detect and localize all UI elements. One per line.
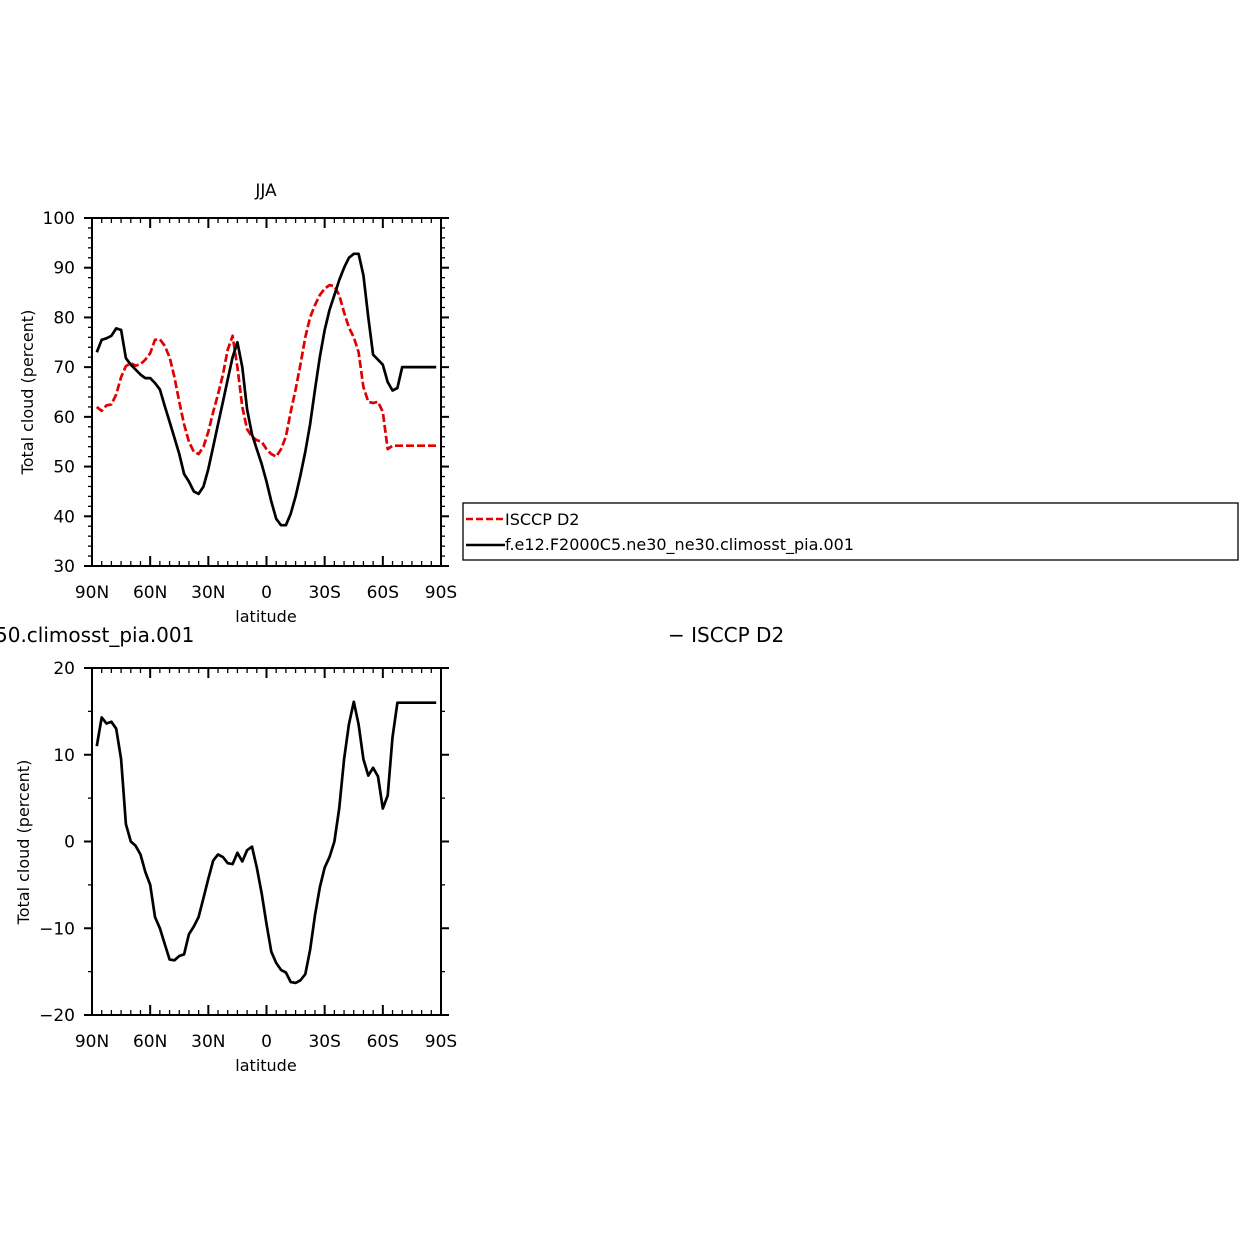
top-panel-y-tick-label: 50 (53, 458, 75, 478)
top-panel-plot-area: 90N 60N 30N 0 30S 60S 90S 30 40 50 60 70 80 90 100 (43, 209, 458, 603)
top-panel-y-tick-label: 40 (53, 507, 75, 527)
top-panel-y-tick-label: 60 (53, 408, 75, 428)
top-panel-y-axis-label: Total cloud (percent) (18, 310, 37, 476)
bottom-panel-x-tick-label: 0 (261, 1032, 272, 1052)
bottom-panel-y-tick-label: −20 (39, 1006, 75, 1026)
top-panel-x-tick-label: 0 (261, 583, 272, 603)
top-panel-y-tick-label: 70 (53, 358, 75, 378)
top-panel-y-tick-label: 30 (53, 557, 75, 577)
bottom-panel-y-tick-label: 20 (53, 659, 75, 679)
bottom-panel-y-tick-label: −10 (39, 919, 75, 939)
bottom-panel-title-right: − ISCCP D2 (668, 623, 784, 647)
bottom-panel-x-tick-label: 60S (367, 1032, 399, 1052)
bottom-panel-difference-series-line (95, 700, 437, 985)
top-panel-y-tick-label: 100 (43, 209, 75, 229)
bottom-panel-y-tick-label: 10 (53, 746, 75, 766)
bottom-panel-x-tick-label: 30S (308, 1032, 340, 1052)
legend-label-isccp: ISCCP D2 (505, 510, 579, 529)
top-panel-isccp-d2-series-line (95, 283, 437, 458)
top-panel-y-tick-label: 80 (53, 308, 75, 328)
top-panel-x-tick-label: 60S (367, 583, 399, 603)
legend-label-model: f.e12.F2000C5.ne30_ne30.climosst_pia.001 (505, 535, 854, 555)
bottom-panel-x-tick-label: 90S (425, 1032, 457, 1052)
top-panel-frame (91, 217, 442, 567)
bottom-panel-title-left: 50.climosst_pia.001 (0, 623, 194, 647)
top-panel-model-series-line (95, 252, 437, 527)
bottom-panel-x-tick-label: 90N (75, 1032, 109, 1052)
bottom-panel-x-tick-label: 30N (191, 1032, 225, 1052)
bottom-panel-frame (91, 667, 442, 1016)
top-panel-x-tick-label: 90N (75, 583, 109, 603)
top-panel-x-tick-label: 30N (191, 583, 225, 603)
legend: ISCCP D2 f.e12.F2000C5.ne30_ne30.climoss… (462, 502, 1239, 561)
bottom-panel-y-tick-label: 0 (64, 833, 75, 853)
top-panel-x-axis-label: latitude (235, 607, 296, 626)
bottom-panel-x-tick-label: 60N (133, 1032, 167, 1052)
legend-box (462, 502, 1239, 561)
top-panel-x-tick-label: 30S (308, 583, 340, 603)
top-panel: JJA 90N 60N 30N 0 30S 60S 90S 30 40 50 60 70 80 90 100… (18, 181, 457, 626)
top-panel-x-tick-label: 60N (133, 583, 167, 603)
top-panel-title: JJA (254, 181, 277, 201)
bottom-panel-y-axis-label: Total cloud (percent) (14, 760, 33, 926)
bottom-panel-plot-area: 90N 60N 30N 0 30S 60S 90S −20 −10 0 10 20 (39, 659, 457, 1052)
bottom-panel: 50.climosst_pia.001 − ISCCP D2 90N 60N 30N… (0, 623, 784, 1075)
bottom-panel-x-axis-label: latitude (235, 1056, 296, 1075)
top-panel-x-tick-label: 90S (425, 583, 457, 603)
top-panel-y-tick-label: 90 (53, 259, 75, 279)
